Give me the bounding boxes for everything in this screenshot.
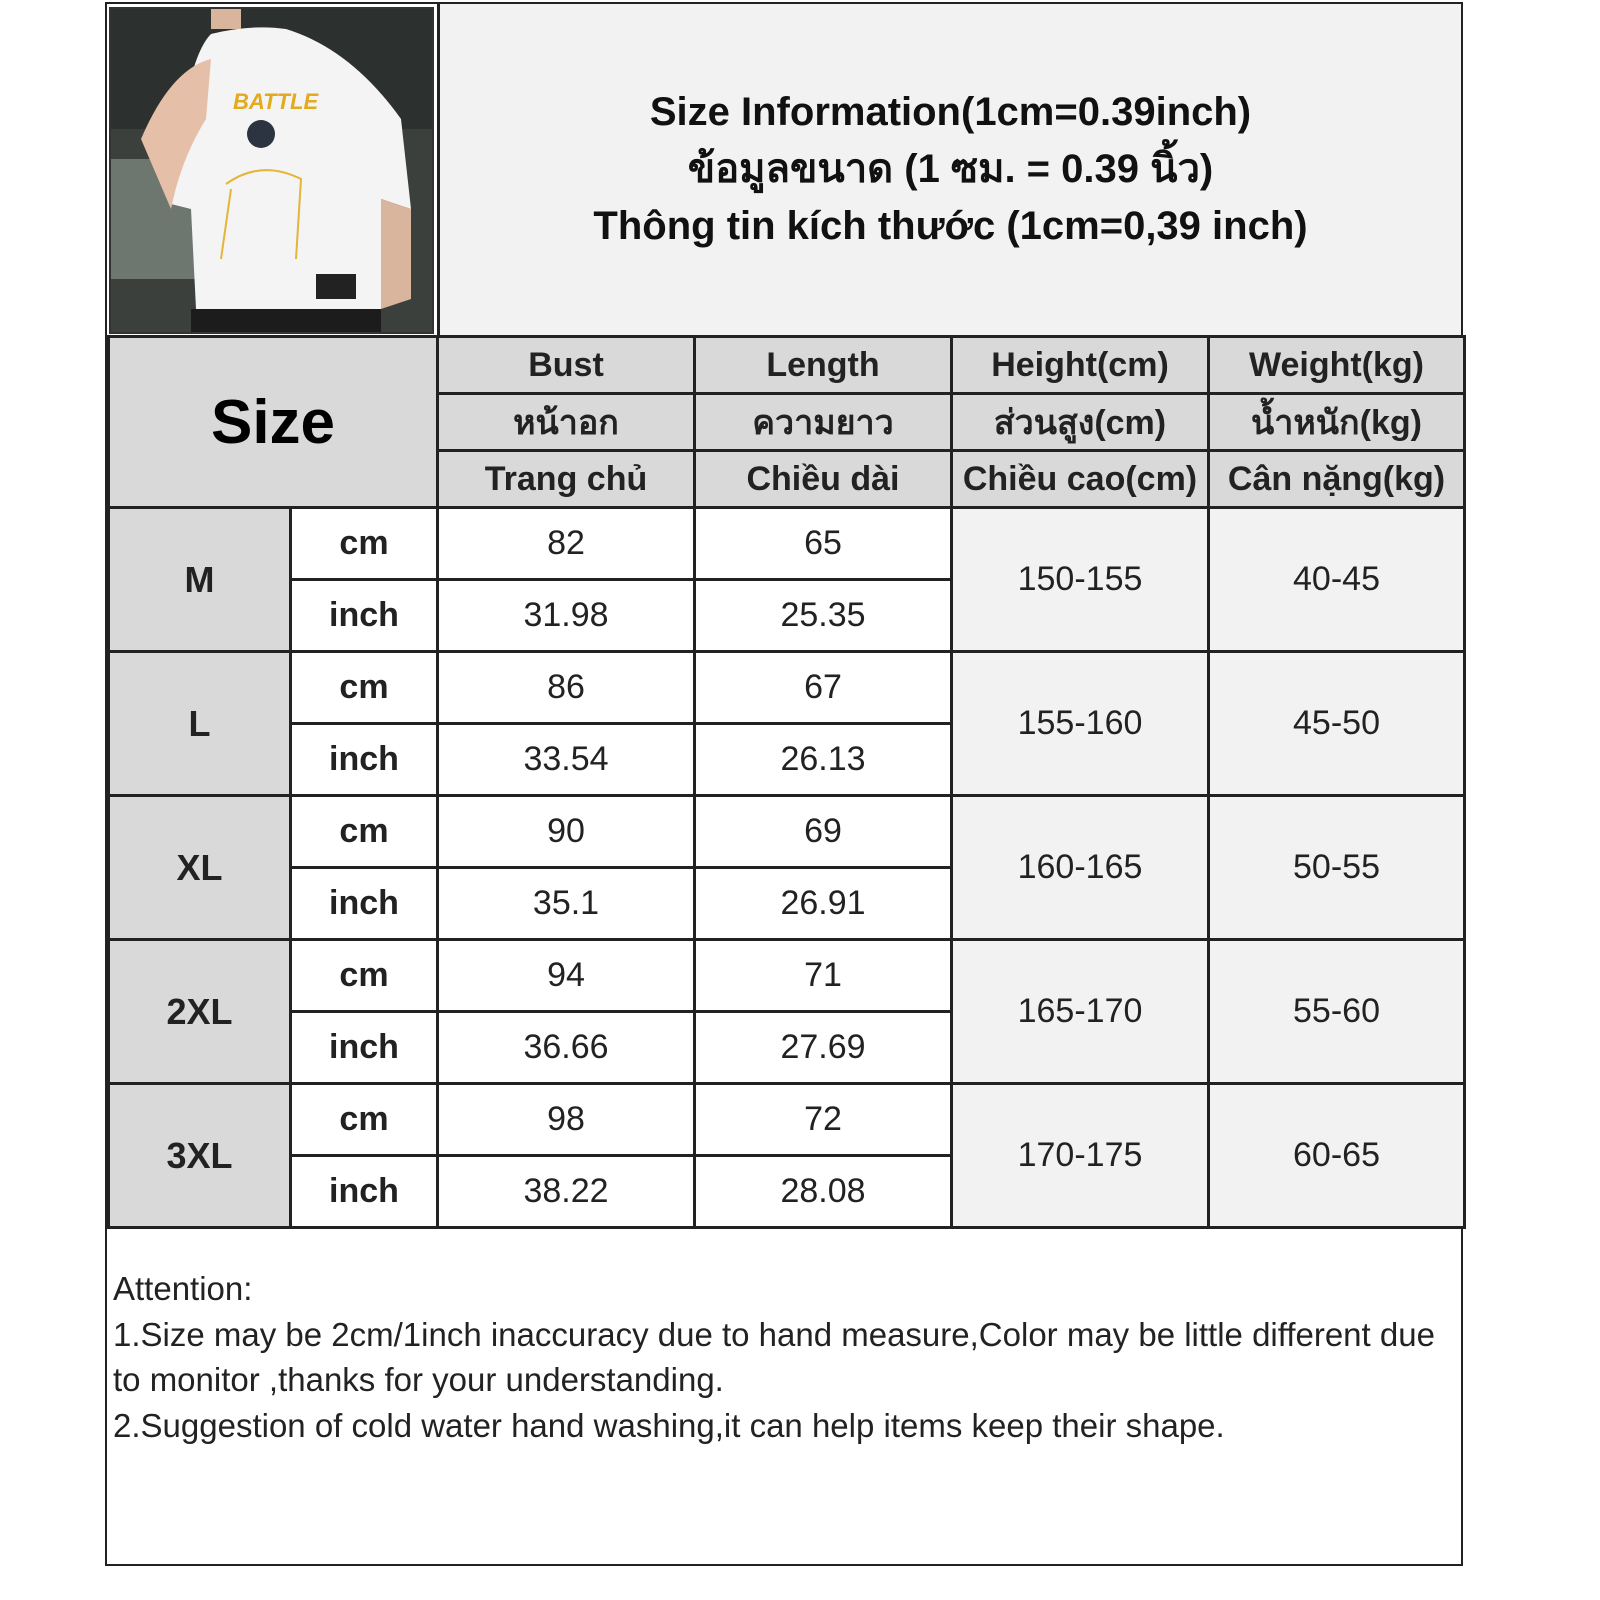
- weight-range: 55-60: [1207, 938, 1466, 1085]
- bust-inch: 31.98: [436, 578, 696, 653]
- title-english: Size Information(1cm=0.39inch): [649, 90, 1252, 134]
- size-row-cm: 2XL cm 94 71 165-170 55-60: [107, 938, 1466, 1085]
- height-range: 170-175: [950, 1082, 1210, 1229]
- bust-inch: 38.22: [436, 1154, 696, 1229]
- length-cm: 72: [693, 1082, 953, 1157]
- length-inch: 27.69: [693, 1010, 953, 1085]
- bust-inch: 33.54: [436, 722, 696, 797]
- attention-notes: Attention: 1.Size may be 2cm/1inch inacc…: [113, 1266, 1453, 1448]
- header-height-en: Height(cm): [950, 335, 1210, 395]
- size-row-cm: XL cm 90 69 160-165 50-55: [107, 794, 1466, 941]
- note-2: 2.Suggestion of cold water hand washing,…: [113, 1406, 1225, 1444]
- header-height-th: ส่วนสูง(cm): [950, 392, 1210, 452]
- size-row-inch: inch 36.66 27.69: [109, 1010, 1465, 1085]
- size-label: XL: [107, 794, 292, 941]
- header-weight-en: Weight(kg): [1207, 335, 1466, 395]
- header-bust-vi: Trang chủ: [436, 449, 696, 509]
- title-area: Size Information(1cm=0.39inch) ข้อมูลขนา…: [437, 4, 1461, 335]
- bust-cm: 94: [436, 938, 696, 1013]
- bust-cm: 82: [436, 506, 696, 581]
- unit-cm: cm: [289, 938, 439, 1013]
- weight-range: 50-55: [1207, 794, 1466, 941]
- header-weight-th: น้ำหนัก(kg): [1207, 392, 1466, 452]
- header-weight-vi: Cân nặng(kg): [1207, 449, 1466, 509]
- unit-inch: inch: [289, 722, 439, 797]
- unit-cm: cm: [289, 650, 439, 725]
- weight-range: 40-45: [1207, 506, 1466, 653]
- bust-cm: 98: [436, 1082, 696, 1157]
- size-label: M: [107, 506, 292, 653]
- bust-inch: 36.66: [436, 1010, 696, 1085]
- length-cm: 67: [693, 650, 953, 725]
- height-range: 165-170: [950, 938, 1210, 1085]
- bust-inch: 35.1: [436, 866, 696, 941]
- length-inch: 28.08: [693, 1154, 953, 1229]
- length-inch: 25.35: [693, 578, 953, 653]
- title-thai: ข้อมูลขนาด (1 ซม. = 0.39 นิ้ว): [687, 147, 1214, 191]
- size-label: L: [107, 650, 292, 797]
- size-row-inch: inch 38.22 28.08: [109, 1154, 1465, 1229]
- length-cm: 71: [693, 938, 953, 1013]
- product-photo: BATTLE: [109, 7, 434, 334]
- size-table: Size Bust Length Height(cm) Weight(kg) ห…: [107, 335, 1466, 1229]
- size-label: 2XL: [107, 938, 292, 1085]
- note-1: 1.Size may be 2cm/1inch inaccuracy due t…: [113, 1315, 1435, 1399]
- unit-cm: cm: [289, 1082, 439, 1157]
- unit-cm: cm: [289, 506, 439, 581]
- header-height-vi: Chiều cao(cm): [950, 449, 1210, 509]
- length-inch: 26.91: [693, 866, 953, 941]
- notes-heading: Attention:: [113, 1270, 253, 1307]
- length-cm: 69: [693, 794, 953, 869]
- size-chart: BATTLE Size Information(1cm=0.39inch) ข้…: [105, 2, 1466, 1566]
- header-length-th: ความยาว: [693, 392, 953, 452]
- tshirt-model-image: BATTLE: [111, 9, 432, 332]
- header-length-vi: Chiều dài: [693, 449, 953, 509]
- weight-range: 60-65: [1207, 1082, 1466, 1229]
- height-range: 160-165: [950, 794, 1210, 941]
- length-inch: 26.13: [693, 722, 953, 797]
- title-vietnamese: Thông tin kích thước (1cm=0,39 inch): [593, 204, 1308, 248]
- unit-cm: cm: [289, 794, 439, 869]
- size-row-inch: inch 31.98 25.35: [109, 578, 1465, 653]
- size-row-inch: inch 35.1 26.91: [109, 866, 1465, 941]
- size-row-inch: inch 33.54 26.13: [109, 722, 1465, 797]
- weight-range: 45-50: [1207, 650, 1466, 797]
- size-row-cm: 3XL cm 98 72 170-175 60-65: [107, 1082, 1466, 1229]
- unit-inch: inch: [289, 1010, 439, 1085]
- height-range: 155-160: [950, 650, 1210, 797]
- unit-inch: inch: [289, 1154, 439, 1229]
- size-header: Size: [107, 335, 439, 509]
- header-length-en: Length: [693, 335, 953, 395]
- size-label: 3XL: [107, 1082, 292, 1229]
- unit-inch: inch: [289, 866, 439, 941]
- length-cm: 65: [693, 506, 953, 581]
- unit-inch: inch: [289, 578, 439, 653]
- bust-cm: 90: [436, 794, 696, 869]
- height-range: 150-155: [950, 506, 1210, 653]
- bust-cm: 86: [436, 650, 696, 725]
- shirt-print-text: BATTLE: [233, 89, 319, 114]
- header-bust-en: Bust: [436, 335, 696, 395]
- header-bust-th: หน้าอก: [436, 392, 696, 452]
